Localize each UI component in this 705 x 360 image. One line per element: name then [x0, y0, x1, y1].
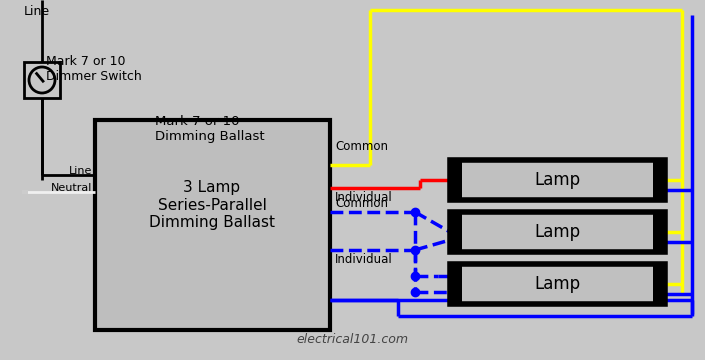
Bar — [450, 264, 462, 304]
Text: Line: Line — [68, 166, 92, 176]
Text: 3 Lamp
Series-Parallel
Dimming Ballast: 3 Lamp Series-Parallel Dimming Ballast — [149, 180, 275, 230]
Text: Individual: Individual — [335, 191, 393, 204]
Text: Neutral: Neutral — [51, 183, 92, 193]
Text: Individual: Individual — [335, 253, 393, 266]
Bar — [24, 62, 60, 98]
Bar — [653, 160, 665, 200]
Text: Mark 7 or 10
Dimming Ballast: Mark 7 or 10 Dimming Ballast — [155, 115, 264, 143]
Text: Lamp: Lamp — [534, 275, 580, 293]
Text: Common: Common — [335, 197, 388, 210]
Text: Lamp: Lamp — [534, 171, 580, 189]
Bar — [95, 120, 330, 330]
Text: Common: Common — [335, 140, 388, 153]
Bar — [653, 212, 665, 252]
Text: electrical101.com: electrical101.com — [296, 333, 408, 346]
Text: Mark 7 or 10
Dimmer Switch: Mark 7 or 10 Dimmer Switch — [46, 55, 142, 83]
Bar — [450, 212, 462, 252]
Text: Lamp: Lamp — [534, 223, 580, 241]
Bar — [450, 212, 665, 252]
Text: Line: Line — [24, 5, 50, 18]
Bar — [450, 264, 665, 304]
Bar — [653, 264, 665, 304]
Bar — [450, 160, 665, 200]
Bar — [450, 160, 462, 200]
